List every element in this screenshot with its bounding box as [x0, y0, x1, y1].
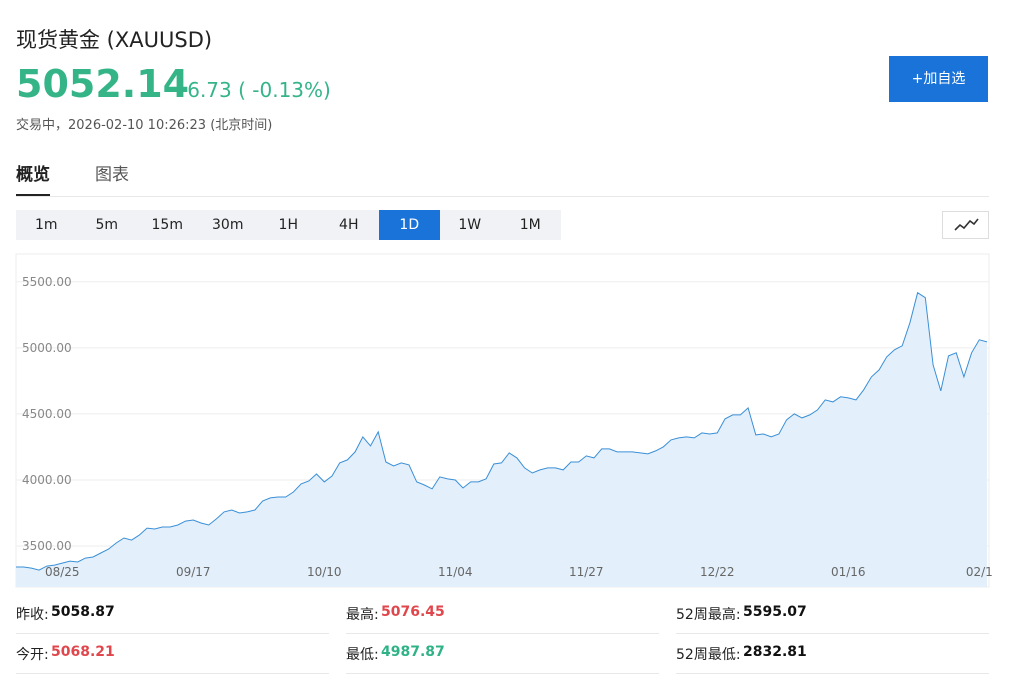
- stat-label: 今开:: [16, 647, 49, 663]
- x-tick-label: 09/17: [176, 565, 211, 579]
- stat-value: 5595.07: [743, 604, 807, 620]
- stat-label: 52周最低:: [676, 647, 741, 663]
- line-icon: [954, 218, 979, 231]
- x-tick-label: 10/10: [307, 565, 342, 579]
- stat-value: 5068.21: [51, 644, 115, 660]
- interval-button[interactable]: 30m: [212, 217, 244, 233]
- price-line: [16, 291, 988, 571]
- row-divider: [676, 633, 989, 634]
- y-tick-label: 5000.00: [22, 341, 72, 355]
- stat-value: 4987.87: [381, 644, 445, 660]
- x-tick-label: 12/22: [700, 565, 735, 579]
- row-divider: [346, 633, 659, 634]
- interval-button[interactable]: 1D: [379, 210, 440, 240]
- interval-button[interactable]: 4H: [339, 217, 359, 233]
- tab[interactable]: 图表: [95, 165, 129, 185]
- row-divider: [346, 673, 659, 674]
- interval-button[interactable]: 1M: [519, 217, 541, 233]
- trade-status: 交易中，2026-02-10 10:26:23 (北京时间): [16, 118, 273, 133]
- chart: 3500.00 4000.00 4500.00 5000.00 5500.00 08/25…: [15, 253, 993, 588]
- add-watchlist-button[interactable]: +加自选: [889, 56, 988, 102]
- x-tick-label: 01/16: [831, 565, 866, 579]
- stat-label: 52周最高:: [676, 607, 741, 623]
- stat-value: 2832.81: [743, 644, 807, 660]
- y-tick-label: 4500.00: [22, 407, 72, 421]
- x-tick-label: 08/25: [45, 565, 80, 579]
- stat-label: 昨收:: [16, 607, 49, 623]
- interval-button[interactable]: 1m: [34, 217, 58, 233]
- row-divider: [16, 673, 329, 674]
- interval-button[interactable]: 5m: [95, 217, 119, 233]
- stat-label: 最低:: [346, 647, 379, 663]
- x-tick-label: 11/27: [569, 565, 604, 579]
- y-tick-label: 4000.00: [22, 473, 72, 487]
- row-divider: [676, 673, 989, 674]
- interval-button[interactable]: 1H: [278, 217, 298, 233]
- stat-label: 最高:: [346, 607, 379, 623]
- stat-value: 5076.45: [381, 604, 445, 620]
- tabs: 概览 图表: [16, 158, 989, 197]
- price: 5052.14: [16, 62, 190, 106]
- y-tick-label: 3500.00: [22, 539, 72, 553]
- interval-button[interactable]: 15m: [151, 217, 183, 233]
- chart-type-button[interactable]: [942, 211, 989, 239]
- row-divider: [16, 633, 329, 634]
- interval-bar: 1m 5m 15m 30m 1H 4H 1D 1W 1M: [16, 210, 561, 240]
- stat-value: 5058.87: [51, 604, 115, 620]
- area-fill: [16, 292, 987, 587]
- x-tick-label: 02/1: [966, 565, 993, 579]
- title: 现货黄金 (XAUUSD): [16, 28, 213, 52]
- interval-button[interactable]: 1W: [458, 217, 482, 233]
- price-change: -6.73 ( -0.13%): [180, 78, 331, 102]
- tab[interactable]: 概览: [16, 160, 50, 196]
- x-tick-label: 11/04: [438, 565, 473, 579]
- y-tick-label: 5500.00: [22, 275, 72, 289]
